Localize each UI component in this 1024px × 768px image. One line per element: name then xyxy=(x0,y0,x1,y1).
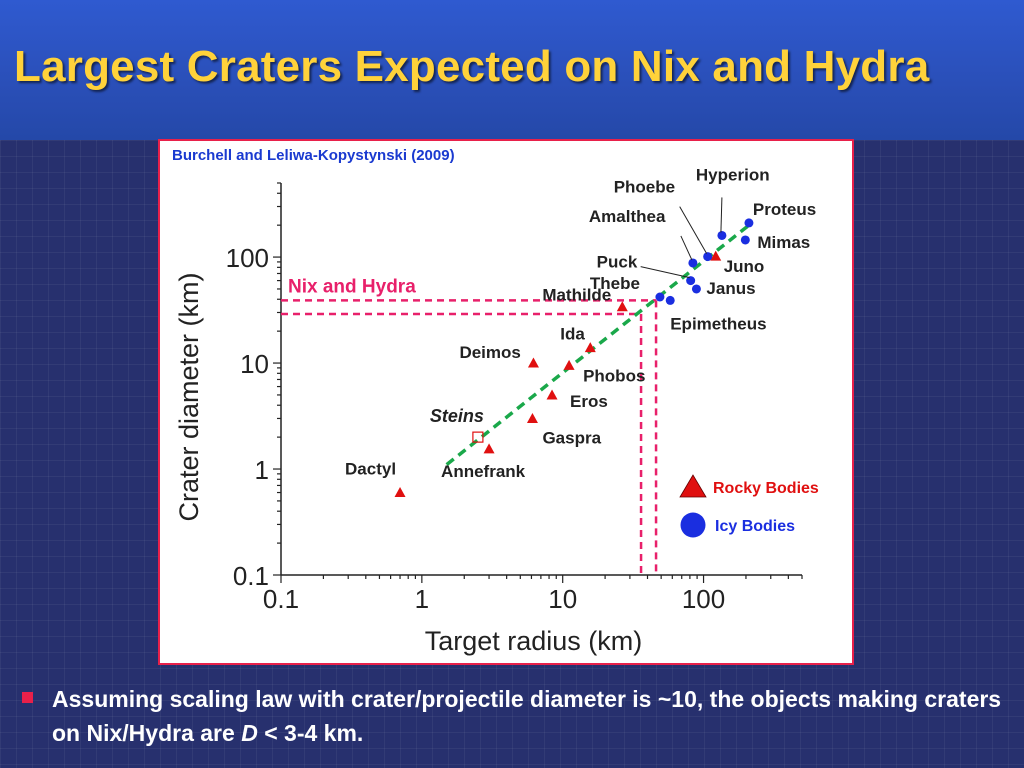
label-arrow-hyperion xyxy=(720,197,723,233)
x-tick-label: 100 xyxy=(682,584,725,614)
point-label-mimas: Mimas xyxy=(757,233,810,252)
chart-citation: Burchell and Leliwa-Kopystynski (2009) xyxy=(172,147,455,164)
label-arrow-puck xyxy=(640,266,690,279)
point-label-phoebe: Phoebe xyxy=(614,178,675,197)
icy-point-proteus xyxy=(744,218,754,228)
legend-rocky-marker xyxy=(679,474,707,498)
rocky-point-annefrank xyxy=(483,443,495,454)
title-band xyxy=(0,0,1024,140)
bullet-square-icon xyxy=(22,692,33,703)
icy-point-thebe xyxy=(655,292,665,302)
icy-point-hyperion xyxy=(717,230,727,240)
point-label-deimos: Deimos xyxy=(459,343,520,362)
y-axis-title: Crater diameter (km) xyxy=(174,272,204,521)
point-label-dactyl: Dactyl xyxy=(345,460,396,479)
icy-point-amalthea xyxy=(688,258,698,268)
point-label-janus: Janus xyxy=(706,279,755,298)
y-tick-label: 1 xyxy=(255,455,269,485)
chart-panel: Burchell and Leliwa-Kopystynski (2009) 0.… xyxy=(158,139,854,665)
legend-icy-marker xyxy=(680,512,706,538)
point-label-hyperion: Hyperion xyxy=(696,165,770,184)
bullet-text-part2: < 3-4 km. xyxy=(257,720,364,746)
point-label-juno: Juno xyxy=(724,257,765,276)
point-label-mathilde: Mathilde xyxy=(542,286,611,305)
steins-point xyxy=(472,431,484,443)
point-label-phobos: Phobos xyxy=(583,366,645,385)
icy-point-phoebe xyxy=(703,252,713,262)
y-tick-label: 0.1 xyxy=(233,561,269,591)
rocky-point-eros xyxy=(546,389,558,400)
rocky-point-dactyl xyxy=(394,487,406,498)
legend-rocky-label: Rocky Bodies xyxy=(713,480,819,497)
icy-point-epimetheus xyxy=(665,295,675,305)
point-label-eros: Eros xyxy=(570,392,608,411)
slide-title: Largest Craters Expected on Nix and Hydr… xyxy=(14,42,930,91)
bullet-text-variable: D xyxy=(241,720,258,746)
x-tick-label: 0.1 xyxy=(263,584,299,614)
icy-point-mimas xyxy=(740,235,750,245)
nix-hydra-label: Nix and Hydra xyxy=(288,276,416,297)
crater-scatter-chart: Burchell and Leliwa-Kopystynski (2009) 0.… xyxy=(172,147,819,656)
scaling-fit-line xyxy=(445,221,753,467)
point-label-ida: Ida xyxy=(560,325,585,344)
x-tick-label: 1 xyxy=(415,584,429,614)
bullet-text-part1: Assuming scaling law with crater/project… xyxy=(52,686,1002,746)
label-arrow-amalthea xyxy=(680,235,693,261)
y-tick-label: 10 xyxy=(240,349,269,379)
point-label-puck: Puck xyxy=(597,253,638,272)
rocky-point-ida xyxy=(584,342,596,353)
label-arrow-phoebe xyxy=(679,206,708,254)
x-tick-label: 10 xyxy=(548,584,577,614)
icy-point-puck xyxy=(686,276,696,286)
point-label-gaspra: Gaspra xyxy=(542,428,601,447)
point-label-amalthea: Amalthea xyxy=(589,207,666,226)
y-tick-label: 100 xyxy=(226,243,269,273)
bullet-text: Assuming scaling law with crater/project… xyxy=(52,682,1017,750)
legend-icy-label: Icy Bodies xyxy=(715,518,795,535)
rocky-point-gaspra xyxy=(526,412,538,423)
point-label-steins: Steins xyxy=(430,406,484,426)
rocky-point-deimos xyxy=(527,357,539,368)
rocky-point-mathilde xyxy=(616,301,628,312)
point-label-proteus: Proteus xyxy=(753,200,816,219)
point-label-thebe: Thebe xyxy=(590,274,640,293)
rocky-point-juno xyxy=(710,250,722,261)
icy-point-janus xyxy=(691,284,701,294)
x-axis-title: Target radius (km) xyxy=(425,626,643,656)
point-label-annefrank: Annefrank xyxy=(441,462,526,481)
rocky-point-phobos xyxy=(563,359,575,370)
point-label-epimetheus: Epimetheus xyxy=(670,314,766,333)
